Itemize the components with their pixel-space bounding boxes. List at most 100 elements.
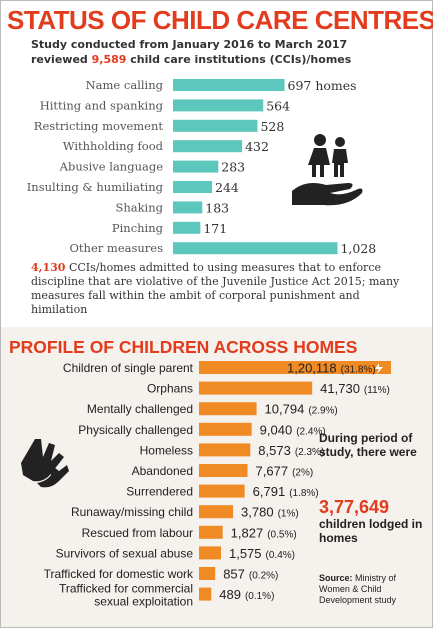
- bar-value: 41,730 (11%): [320, 381, 390, 396]
- bar: [199, 381, 313, 395]
- bar-label: Restricting movement: [34, 119, 164, 133]
- bar-label: Trafficked for domestic work: [44, 567, 194, 581]
- bar-label: Children of single parent: [63, 361, 194, 375]
- bar-value: 9,040 (2.4%): [260, 422, 326, 437]
- bar-percent: (0.1%): [245, 591, 274, 602]
- bar-value: 1,827 (0.5%): [231, 525, 297, 540]
- bar: [173, 119, 258, 132]
- subtitle-line1: Study conducted from January 2016 to Mar…: [31, 38, 348, 51]
- bar-label: Shaking: [115, 200, 163, 214]
- bar: [199, 546, 221, 560]
- bar-value: 528: [260, 119, 284, 134]
- bar: [173, 242, 338, 255]
- children-on-hand-icon: [292, 134, 363, 206]
- bar-percent: (11%): [364, 385, 390, 396]
- discipline-measures-chart: Name calling 697 homes Hitting and spankin…: [27, 78, 377, 256]
- side-note: During period of study, there were: [319, 431, 417, 459]
- bar: [199, 505, 234, 519]
- bar-percent: (0.5%): [267, 529, 296, 540]
- bar-value: 171: [203, 221, 227, 236]
- note-text: CCIs/homes admitted to using measures th…: [31, 261, 400, 316]
- subtitle-post: child care institutions (CCIs)/homes: [126, 53, 352, 66]
- status-note: 4,130 CCIs/homes admitted to using measu…: [31, 261, 411, 317]
- subtitle-number: 9,589: [91, 53, 127, 66]
- source-note: Source: Ministry of Women & Child Develo…: [319, 573, 429, 606]
- bar: [173, 79, 285, 91]
- bar-value: 10,794 (2.9%): [265, 402, 338, 417]
- bar-percent: (2.9%): [308, 406, 337, 417]
- bar-label: Withholding food: [63, 139, 164, 153]
- bar: [199, 422, 252, 436]
- bar-value: 183: [205, 200, 229, 215]
- bar-percent: (31.8%): [341, 365, 376, 376]
- bar-value: 3,780 (1%): [241, 505, 299, 520]
- profile-panel: PROFILE OF CHILDREN ACROSS HOMES Childre…: [1, 327, 432, 627]
- bar-label: Runaway/missing child: [71, 505, 193, 519]
- status-panel: STATUS OF CHILD CARE CENTRES Study condu…: [1, 1, 433, 327]
- bar-label: Other measures: [70, 241, 164, 255]
- side-note-2: children lodged in homes: [319, 517, 423, 545]
- bar: [173, 181, 213, 193]
- bar-label: Trafficked for commercial: [59, 582, 193, 596]
- bar: [199, 525, 223, 539]
- bar: [173, 221, 201, 234]
- bar-label: Hitting and spanking: [40, 98, 164, 112]
- bar-percent: (0.4%): [266, 550, 295, 561]
- bar-label: Pinching: [112, 221, 164, 235]
- bar-percent: (2.3%): [295, 447, 324, 458]
- status-subtitle: Study conducted from January 2016 to Mar…: [31, 37, 426, 67]
- bar-label: Orphans: [147, 382, 193, 396]
- bar-label: sexual exploitation: [94, 595, 193, 609]
- bar-label: Rescued from labour: [82, 526, 193, 540]
- subtitle-pre: reviewed: [31, 53, 92, 66]
- bar-value: 489 (0.1%): [219, 587, 274, 602]
- bar-value: 697 homes: [288, 78, 357, 93]
- bar: [199, 443, 251, 457]
- source-text: Ministry of Women & Child Development st…: [319, 573, 397, 605]
- bar-percent: (2.4%): [296, 426, 325, 437]
- bar-value: 1,575 (0.4%): [229, 546, 295, 561]
- bar-label: Physically challenged: [78, 423, 193, 437]
- bar: [173, 99, 264, 112]
- status-title: STATUS OF CHILD CARE CENTRES: [7, 5, 433, 35]
- lightning-icon: [375, 363, 383, 375]
- children-profile-chart: Children of single parent 1,20,118 (31.8%)…: [44, 361, 391, 609]
- bar: [199, 464, 248, 477]
- bar-percent: (2%): [292, 468, 313, 479]
- bar: [199, 587, 212, 601]
- bar-percent: (1.8%): [289, 488, 318, 499]
- bar-value: 432: [245, 139, 269, 154]
- bar: [173, 201, 203, 214]
- bar: [199, 484, 245, 498]
- bar-label: Surrendered: [126, 485, 193, 499]
- bar-label: Survivors of sexual abuse: [56, 546, 194, 560]
- bar-value: 1,028: [340, 241, 376, 256]
- bar-value: 857 (0.2%): [223, 567, 278, 582]
- bar-label: Homeless: [140, 443, 193, 457]
- bar-value: 6,791 (1.8%): [253, 484, 319, 499]
- bar-value: 8,573 (2.3%): [258, 443, 324, 458]
- bar-label: Name calling: [86, 78, 164, 92]
- bar-value: 1,20,118 (31.8%): [287, 361, 376, 376]
- side-number: 3,77,649: [319, 497, 390, 517]
- bar-label: Abandoned: [132, 464, 193, 478]
- bar-percent: (0.2%): [249, 571, 278, 582]
- bar-label: Insulting & humiliating: [27, 180, 164, 194]
- profile-title: PROFILE OF CHILDREN ACROSS HOMES: [9, 337, 358, 357]
- bar: [199, 402, 257, 416]
- note-number: 4,130: [31, 261, 66, 274]
- bar-percent: (1%): [278, 509, 299, 520]
- bar: [199, 567, 216, 580]
- bar-label: Abusive language: [59, 160, 164, 174]
- hands-icon: [21, 439, 69, 488]
- bar: [173, 160, 219, 173]
- bar-value: 7,677 (2%): [256, 464, 314, 479]
- bar: [173, 140, 243, 153]
- bar-value: 564: [266, 98, 290, 113]
- bar: [199, 361, 391, 374]
- bar-value: 244: [215, 180, 239, 195]
- source-label: Source:: [319, 573, 353, 583]
- bar-label: Mentally challenged: [87, 402, 193, 416]
- bar-value: 283: [221, 160, 245, 175]
